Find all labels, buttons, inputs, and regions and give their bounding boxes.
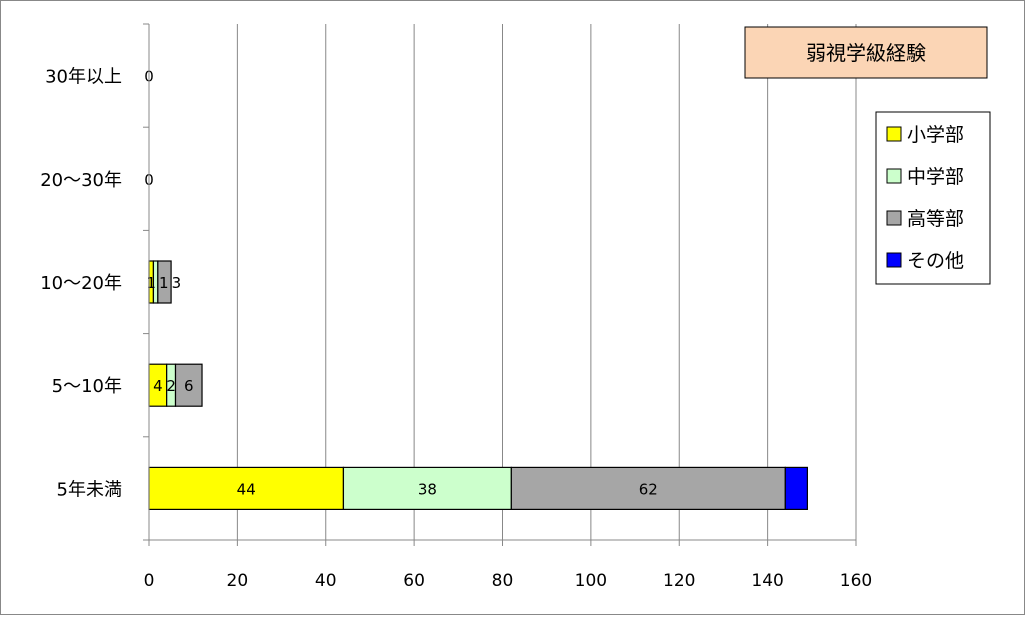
y-tick-label: 5〜10年	[52, 376, 122, 397]
data-label: 38	[418, 480, 437, 498]
data-label: 3	[172, 274, 182, 292]
x-tick-label: 80	[492, 571, 514, 591]
data-label: 1	[146, 274, 156, 292]
legend-label: その他	[907, 250, 964, 272]
x-tick-label: 40	[315, 571, 337, 591]
x-tick-label: 100	[575, 571, 607, 591]
bar-segment	[342, 466, 512, 510]
bar-segment	[157, 260, 172, 304]
legend-swatch	[886, 210, 902, 226]
y-tick-label: 10〜20年	[40, 273, 122, 294]
data-label: 6	[184, 377, 194, 395]
y-tick-label: 20〜30年	[40, 170, 122, 191]
legend-swatch	[886, 252, 902, 268]
x-tick-label: 140	[751, 571, 783, 591]
legend-swatch	[886, 168, 902, 184]
data-label: 44	[237, 480, 256, 498]
bar-segment	[174, 363, 203, 407]
x-tick-label: 160	[840, 571, 872, 591]
x-tick-label: 0	[144, 571, 155, 591]
chart-title: 弱視学級経験	[806, 41, 926, 65]
legend-label: 小学部	[907, 124, 964, 146]
data-label: 1	[159, 274, 169, 292]
data-label: 4	[153, 377, 163, 395]
y-tick-label: 30年以上	[45, 67, 122, 88]
axes: 0 20 40 60 80 100 120 140 160 5年未満 5〜10年 10〜20年 20〜3…	[40, 23, 872, 591]
bars: 44 38 624 2 61 1 300	[144, 68, 808, 510]
x-tick-label: 20	[227, 571, 249, 591]
y-tick-label: 5年未満	[57, 479, 122, 500]
title-box	[744, 26, 988, 79]
x-tick-label: 60	[403, 571, 425, 591]
bar-segment	[784, 466, 808, 510]
legend-label: 高等部	[907, 208, 964, 230]
data-label: 2	[166, 377, 176, 395]
legend-label: 中学部	[907, 166, 964, 188]
grid	[236, 24, 857, 540]
legend-swatch	[886, 126, 902, 142]
data-label: 62	[639, 480, 658, 498]
x-tick-label: 120	[663, 571, 695, 591]
